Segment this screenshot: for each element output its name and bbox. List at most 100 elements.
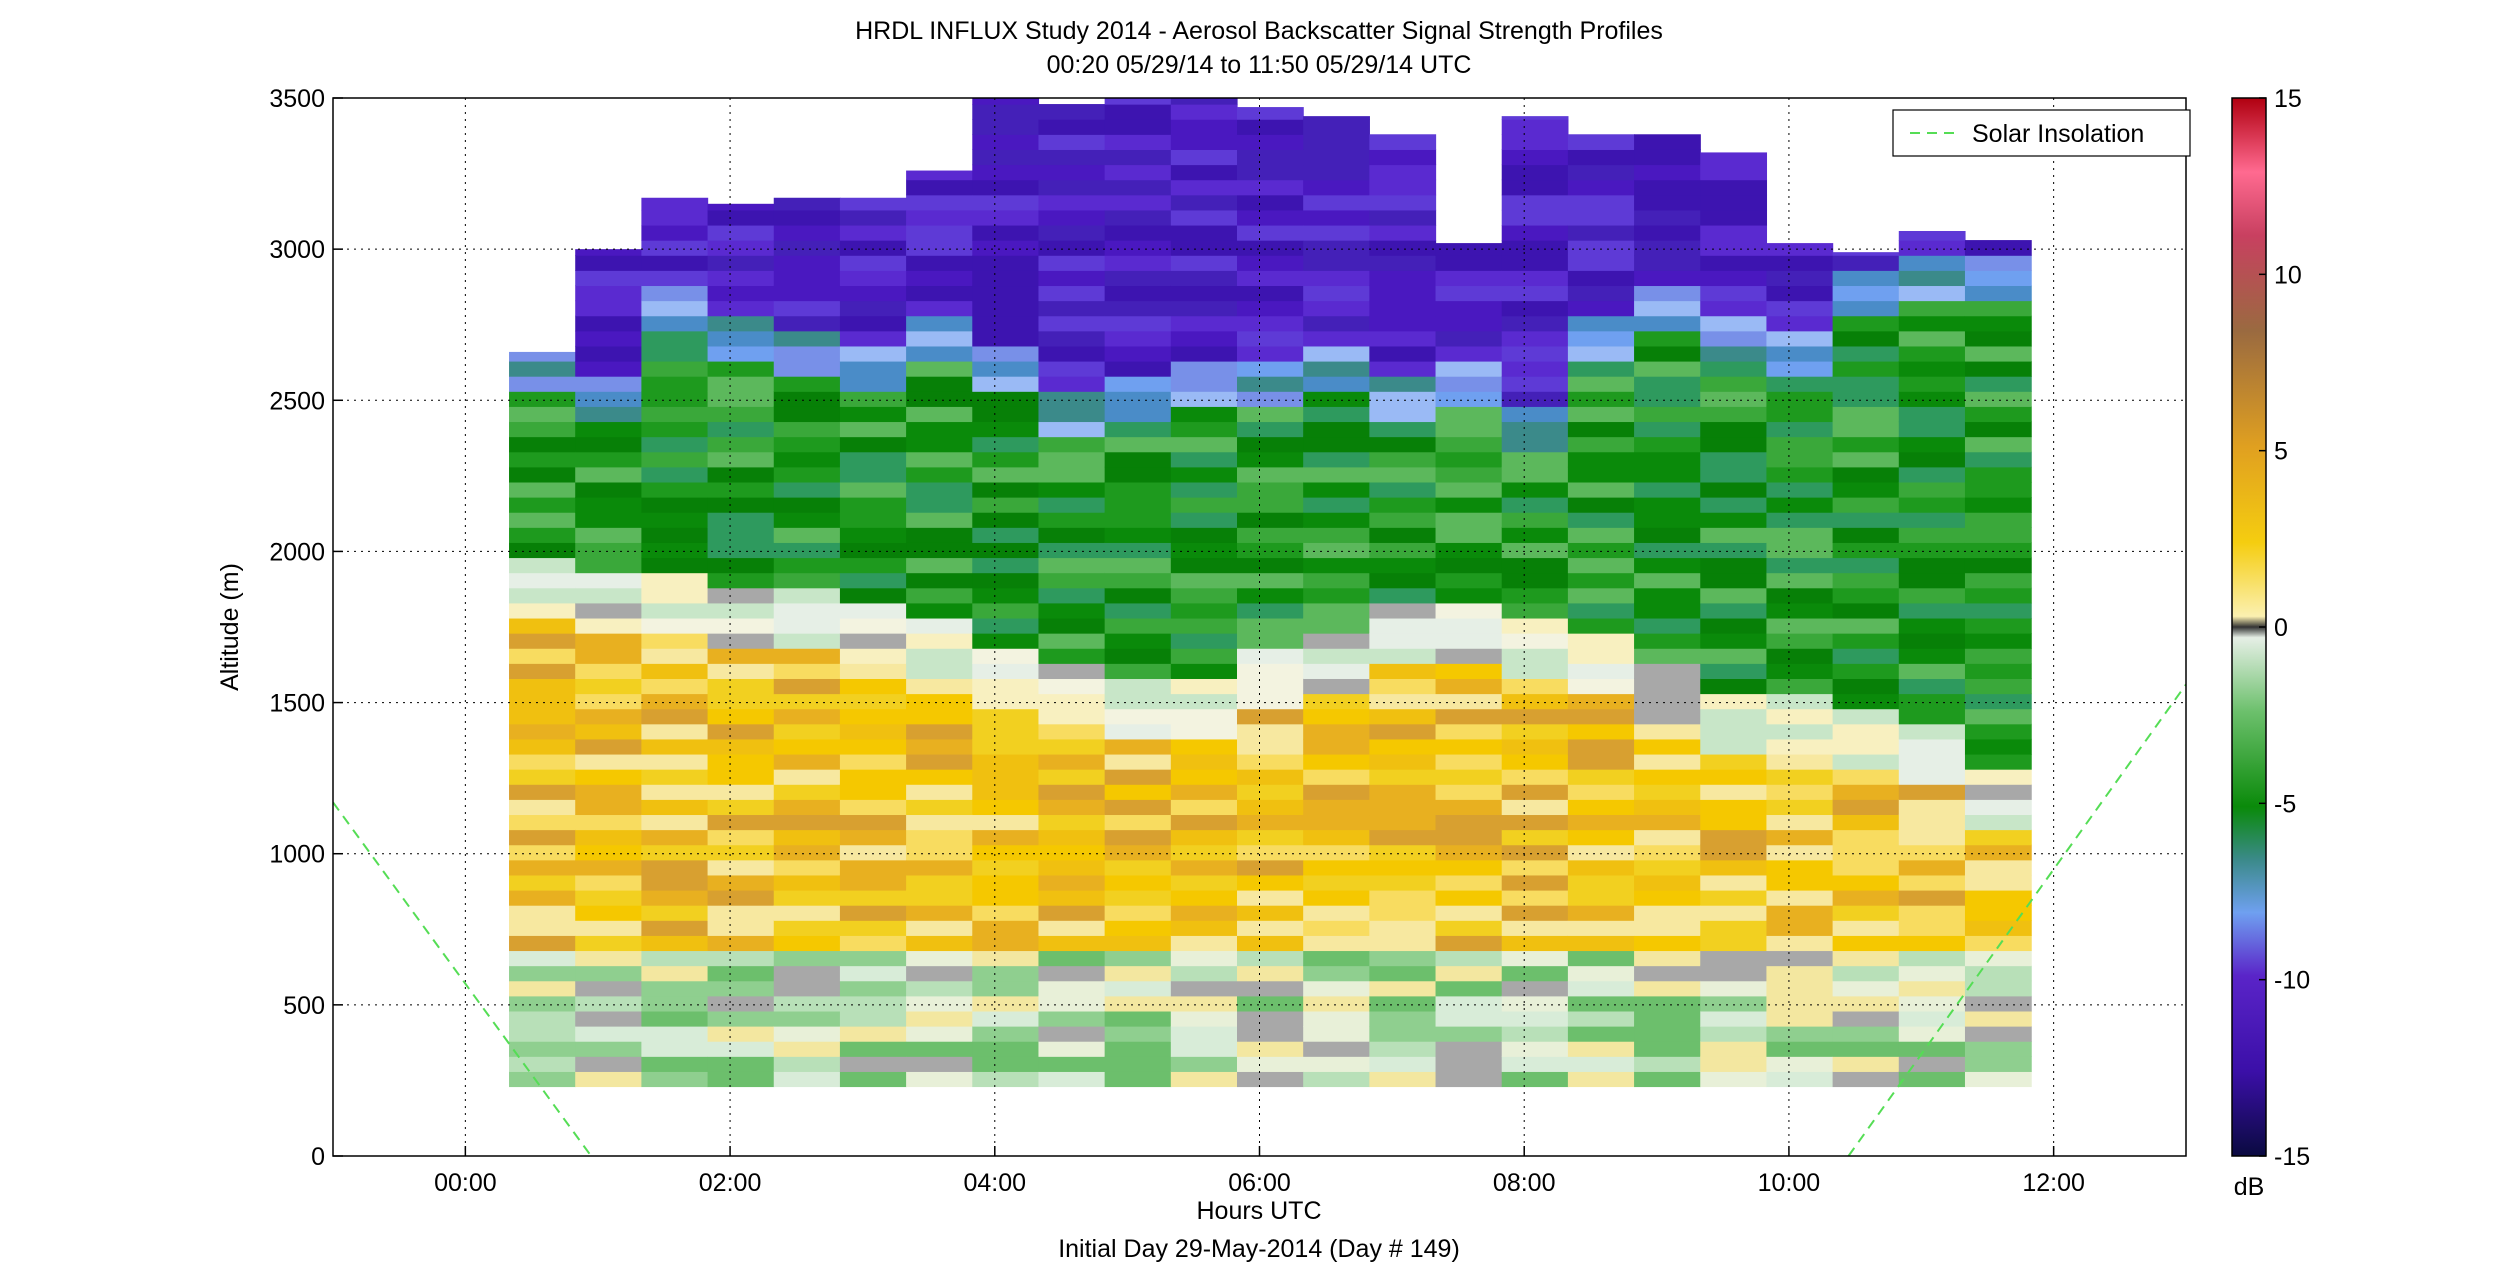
profile-cell bbox=[1832, 633, 1900, 649]
profile-cell bbox=[1567, 648, 1635, 664]
profile-cell bbox=[1634, 784, 1701, 800]
profile-cell bbox=[575, 481, 642, 498]
colorbar-tick-label: 0 bbox=[2274, 614, 2288, 642]
profile-cell bbox=[1435, 512, 1503, 528]
profile-cell bbox=[1303, 799, 1370, 816]
profile-cell bbox=[972, 224, 1040, 241]
profile-cell bbox=[839, 1026, 907, 1042]
profile-cell bbox=[1501, 633, 1569, 649]
profile-cell bbox=[1567, 497, 1635, 513]
profile-cell bbox=[1567, 285, 1635, 302]
profile-cell bbox=[1104, 285, 1172, 302]
profile-cell bbox=[1832, 1026, 1900, 1042]
profile-cell bbox=[1766, 315, 1834, 332]
profile-cell bbox=[1634, 240, 1701, 256]
profile-cell bbox=[575, 345, 642, 362]
profile-cell bbox=[1898, 231, 1966, 241]
profile-cell bbox=[773, 874, 841, 891]
profile-cell bbox=[1766, 572, 1834, 589]
profile-cell bbox=[906, 1026, 973, 1042]
profile-cell bbox=[1435, 814, 1503, 831]
profile-cell bbox=[1236, 542, 1304, 559]
profile-cell bbox=[1700, 1056, 1768, 1072]
profile-cell bbox=[1038, 663, 1106, 679]
profile-cell bbox=[1038, 481, 1106, 498]
profile-cell bbox=[509, 466, 576, 483]
profile-cell bbox=[906, 753, 973, 770]
profile-cell bbox=[1634, 436, 1701, 453]
profile-cell bbox=[575, 874, 642, 891]
profile-cell bbox=[707, 723, 775, 740]
profile-cell bbox=[1766, 617, 1834, 634]
profile-cell bbox=[1303, 345, 1370, 362]
profile-cell bbox=[1832, 527, 1900, 543]
profile-cell bbox=[839, 1010, 907, 1027]
profile-cell bbox=[1369, 693, 1437, 710]
profile-cell bbox=[1898, 360, 1966, 377]
profile-cell bbox=[1170, 572, 1238, 589]
profile-cell bbox=[1898, 874, 1966, 891]
profile-cell bbox=[1038, 920, 1106, 936]
profile-cell bbox=[641, 512, 709, 528]
profile-cell bbox=[1700, 360, 1768, 377]
profile-cell bbox=[972, 602, 1040, 619]
profile-cell bbox=[773, 315, 841, 332]
profile-cell bbox=[1369, 799, 1437, 816]
profile-cell bbox=[1832, 391, 1900, 407]
profile-cell bbox=[972, 557, 1040, 574]
profile-cell bbox=[1700, 285, 1768, 302]
profile-cell bbox=[1898, 330, 1966, 347]
profile-cell bbox=[1369, 1041, 1437, 1057]
profile-cell bbox=[1567, 527, 1635, 543]
colorbar: -15 -10 -5 0 5 10 15 dB bbox=[2231, 85, 2310, 1201]
profile-cell bbox=[1170, 723, 1238, 740]
profile-cell bbox=[1832, 995, 1900, 1012]
profile-cell bbox=[1766, 285, 1834, 302]
profile-cell bbox=[1567, 1071, 1635, 1088]
profile-cell bbox=[1369, 481, 1437, 498]
profile-cell bbox=[1700, 512, 1768, 528]
profile-cell bbox=[1435, 617, 1503, 634]
profile-cell bbox=[1964, 753, 2032, 770]
profile-cell bbox=[1501, 1041, 1569, 1057]
profile-cell bbox=[1634, 1071, 1701, 1088]
profile-cell bbox=[1567, 874, 1635, 891]
profile-cell bbox=[1898, 995, 1966, 1012]
profile-cell bbox=[1435, 799, 1503, 816]
profile-cell bbox=[1435, 285, 1503, 302]
profile-cell bbox=[1038, 874, 1106, 891]
profile-cell bbox=[1766, 633, 1834, 649]
profile-cell bbox=[1567, 678, 1635, 695]
profile-cell bbox=[1898, 602, 1966, 619]
profile-cell bbox=[1303, 119, 1370, 135]
profile-cell bbox=[1435, 844, 1503, 861]
profile-cell bbox=[1303, 285, 1370, 302]
profile-cell bbox=[575, 617, 642, 634]
profile-cell bbox=[641, 708, 709, 725]
profile-cell bbox=[575, 799, 642, 816]
profile-cell bbox=[641, 481, 709, 498]
profile-cell bbox=[641, 784, 709, 800]
profile-cell bbox=[1567, 905, 1635, 921]
profile-cell bbox=[1832, 255, 1900, 271]
profile-cell bbox=[1766, 436, 1834, 453]
profile-cell bbox=[707, 527, 775, 543]
profile-cell bbox=[1501, 980, 1569, 997]
profile-cell bbox=[1832, 436, 1900, 453]
profile-cell bbox=[509, 814, 576, 831]
profile-cell bbox=[1303, 391, 1370, 407]
profile-cell bbox=[1170, 527, 1238, 543]
profile-cell bbox=[1898, 376, 1966, 392]
profile-cell bbox=[773, 844, 841, 861]
profile-cell bbox=[1038, 194, 1106, 211]
profile-cell bbox=[1369, 542, 1437, 559]
profile-cell bbox=[707, 980, 775, 997]
profile-cell bbox=[972, 980, 1040, 997]
profile-cell bbox=[1038, 345, 1106, 362]
profile-cell bbox=[1104, 270, 1172, 287]
profile-cell bbox=[1766, 935, 1834, 952]
profile-cell bbox=[1700, 557, 1768, 574]
profile-cell bbox=[1236, 134, 1304, 150]
profile-cell bbox=[641, 497, 709, 513]
profile-cell bbox=[773, 481, 841, 498]
